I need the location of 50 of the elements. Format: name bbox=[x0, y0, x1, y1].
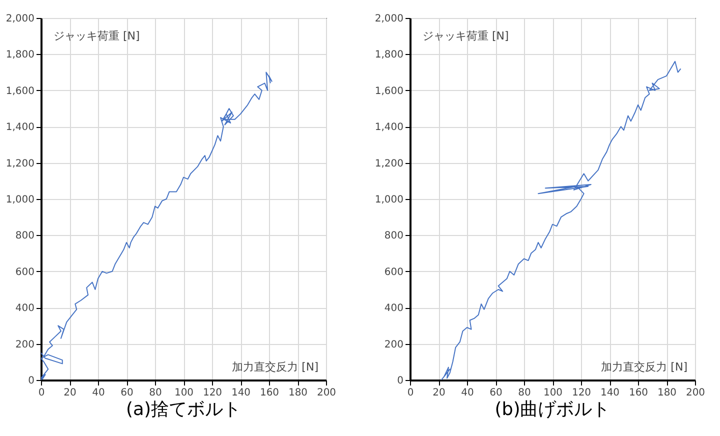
x-tick-label: 180 bbox=[288, 388, 308, 398]
y-tick-label: 1,000 bbox=[6, 194, 34, 206]
y-tick-label: 1,400 bbox=[374, 122, 404, 134]
x-tick-label: 80 bbox=[149, 388, 162, 398]
x-tick-label: 160 bbox=[260, 388, 280, 398]
x-tick-label: 180 bbox=[657, 388, 677, 398]
y-tick-label: 0 bbox=[28, 376, 34, 386]
y-tick-label: 1,600 bbox=[6, 86, 34, 97]
x-tick-label: 60 bbox=[120, 388, 134, 398]
x-tick-label: 140 bbox=[600, 388, 620, 398]
x-tick-label: 200 bbox=[686, 388, 706, 398]
x-tick-label: 120 bbox=[572, 388, 592, 398]
x-tick-label: 60 bbox=[490, 388, 502, 398]
y-tick-label: 800 bbox=[384, 230, 404, 242]
text: (a)捨てボルト bbox=[126, 399, 242, 420]
y-tick-label: 1,200 bbox=[374, 158, 404, 170]
y-tick-label: 200 bbox=[384, 339, 404, 350]
x-tick-label: 160 bbox=[628, 388, 648, 398]
x-tick-label: 120 bbox=[202, 388, 222, 398]
y-tick-label: 1,400 bbox=[6, 122, 34, 134]
x-axis-title: 加力直交反力 [N] bbox=[232, 360, 318, 374]
text: (b)曲げボルト bbox=[494, 399, 610, 420]
y-tick-label: 2,000 bbox=[374, 14, 404, 24]
x-tick-label: 40 bbox=[461, 388, 474, 398]
y-tick-label: 1,800 bbox=[374, 50, 404, 61]
x-tick-label: 200 bbox=[316, 388, 336, 398]
y-tick-label: 2,000 bbox=[6, 14, 34, 24]
x-tick-label: 40 bbox=[92, 388, 105, 398]
y-tick-label: 0 bbox=[397, 376, 404, 386]
y-tick-label: 400 bbox=[384, 303, 404, 314]
x-axis-title: 加力直交反力 [N] bbox=[601, 360, 688, 374]
y-tick-label: 600 bbox=[384, 266, 404, 278]
x-tick-label: 100 bbox=[174, 388, 194, 398]
y-tick-label: 1,200 bbox=[6, 158, 34, 170]
y-tick-label: 1,600 bbox=[374, 86, 404, 97]
y-tick-label: 200 bbox=[15, 339, 34, 350]
y-tick-label: 800 bbox=[15, 230, 34, 242]
x-tick-label: 0 bbox=[407, 388, 414, 398]
y-tick-label: 1,000 bbox=[374, 194, 404, 206]
x-tick-label: 0 bbox=[38, 388, 45, 398]
y-tick-label: 1,800 bbox=[6, 50, 34, 61]
x-tick-label: 20 bbox=[64, 388, 76, 398]
y-tick-label: 400 bbox=[15, 303, 34, 314]
x-tick-label: 100 bbox=[543, 388, 563, 398]
x-tick-label: 140 bbox=[231, 388, 251, 398]
y-axis-title: ジャッキ荷重 [N] bbox=[54, 30, 140, 42]
y-tick-label: 600 bbox=[15, 266, 34, 278]
x-tick-label: 20 bbox=[432, 388, 446, 398]
x-tick-label: 80 bbox=[518, 388, 531, 398]
y-axis-title: ジャッキ荷重 [N] bbox=[422, 30, 509, 42]
